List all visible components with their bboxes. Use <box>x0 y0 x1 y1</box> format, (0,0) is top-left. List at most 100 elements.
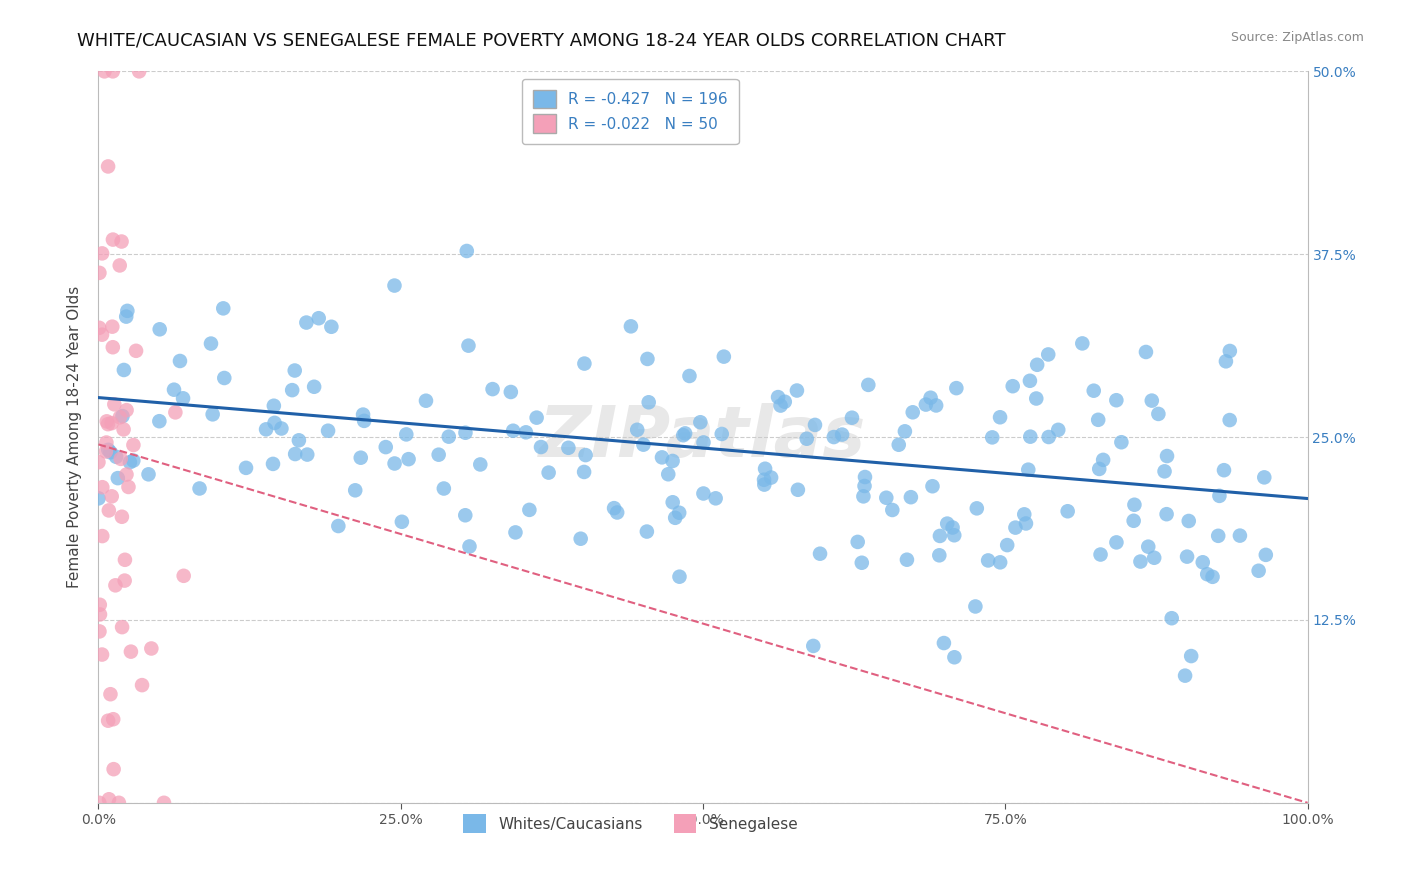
Point <box>433 482 456 496</box>
Point <box>87 491 110 506</box>
Point <box>526 410 548 425</box>
Point <box>384 278 406 293</box>
Point <box>1001 379 1024 393</box>
Point <box>112 363 135 377</box>
Point <box>672 428 695 442</box>
Point <box>281 383 304 397</box>
Point <box>801 639 824 653</box>
Point <box>263 416 285 430</box>
Point <box>661 454 683 468</box>
Point <box>352 408 374 422</box>
Point <box>91 648 114 662</box>
Point <box>965 599 987 614</box>
Point <box>1156 507 1178 521</box>
Point <box>853 479 876 493</box>
Point <box>915 398 938 412</box>
Point <box>284 447 307 461</box>
Point <box>89 624 111 639</box>
Point <box>752 473 775 487</box>
Point <box>115 403 138 417</box>
Point <box>1219 413 1241 427</box>
Point <box>988 555 1011 569</box>
Point <box>89 598 111 612</box>
Point <box>1019 374 1042 388</box>
Point <box>1137 540 1160 554</box>
Point <box>1160 611 1182 625</box>
Point <box>1129 555 1152 569</box>
Point <box>101 233 124 247</box>
Point <box>945 381 967 395</box>
Point <box>172 392 194 406</box>
Point <box>96 435 118 450</box>
Point <box>773 394 796 409</box>
Point <box>262 457 284 471</box>
Point <box>458 540 481 554</box>
Point <box>852 489 875 503</box>
Point <box>786 384 808 398</box>
Point <box>981 430 1004 444</box>
Point <box>100 687 122 701</box>
Point <box>125 343 148 358</box>
Point <box>415 393 437 408</box>
Point <box>120 645 142 659</box>
Point <box>212 301 235 316</box>
Point <box>710 427 733 442</box>
Point <box>1017 463 1039 477</box>
Point <box>633 437 655 451</box>
Point <box>89 321 111 335</box>
Point <box>1004 520 1026 534</box>
Point <box>110 451 132 466</box>
Point <box>107 471 129 485</box>
Point <box>122 438 145 452</box>
Point <box>101 340 124 354</box>
Point <box>673 426 696 441</box>
Point <box>928 529 950 543</box>
Point <box>1047 423 1070 437</box>
Point <box>91 327 114 342</box>
Point <box>96 414 118 428</box>
Point <box>988 410 1011 425</box>
Point <box>122 453 145 467</box>
Point <box>754 461 776 475</box>
Point <box>141 641 163 656</box>
Point <box>858 377 880 392</box>
Point <box>163 383 186 397</box>
Point <box>1219 343 1241 358</box>
Point <box>668 506 690 520</box>
Point <box>1229 528 1251 542</box>
Point <box>1174 668 1197 682</box>
Point <box>115 310 138 324</box>
Point <box>470 458 492 472</box>
Point <box>200 336 222 351</box>
Point <box>943 528 966 542</box>
Point <box>89 607 111 622</box>
Point <box>97 714 120 728</box>
Point <box>519 503 541 517</box>
Point <box>657 467 679 482</box>
Point <box>936 516 959 531</box>
Point <box>977 553 1000 567</box>
Point <box>235 461 257 475</box>
Point <box>457 339 479 353</box>
Point <box>1177 514 1199 528</box>
Point <box>295 316 318 330</box>
Point <box>530 440 553 454</box>
Point <box>1253 470 1275 484</box>
Y-axis label: Female Poverty Among 18-24 Year Olds: Female Poverty Among 18-24 Year Olds <box>67 286 83 588</box>
Point <box>823 430 845 444</box>
Point <box>754 477 776 491</box>
Point <box>1122 514 1144 528</box>
Point <box>995 538 1018 552</box>
Point <box>148 414 170 428</box>
Legend: Whites/Caucasians, Senegalese: Whites/Caucasians, Senegalese <box>457 808 804 839</box>
Point <box>1123 498 1146 512</box>
Point <box>894 425 917 439</box>
Point <box>853 470 876 484</box>
Point <box>391 515 413 529</box>
Point <box>104 578 127 592</box>
Point <box>502 424 524 438</box>
Point <box>110 235 132 249</box>
Point <box>537 466 560 480</box>
Point <box>626 423 648 437</box>
Point <box>1140 393 1163 408</box>
